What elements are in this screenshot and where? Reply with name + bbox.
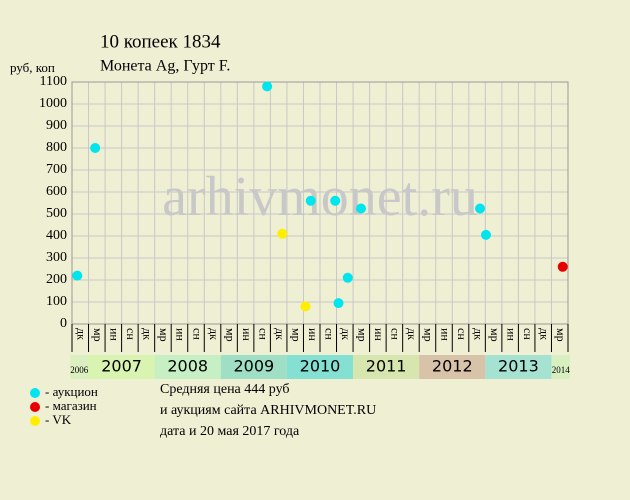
year-label: 2010 xyxy=(300,357,341,376)
year-band xyxy=(485,355,552,379)
quarter-label: мр xyxy=(91,328,105,342)
year-label: 2009 xyxy=(234,357,275,376)
quarter-label: дк xyxy=(471,328,485,340)
y-tick-label: 500 xyxy=(46,206,67,221)
data-point xyxy=(277,228,288,239)
quarter-label: сн xyxy=(389,328,403,340)
year-band xyxy=(88,355,155,379)
y-tick-label: 700 xyxy=(46,162,67,177)
quarter-label: дк xyxy=(405,328,419,340)
quarter-label: дк xyxy=(75,328,89,340)
data-point xyxy=(72,270,83,281)
legend-marker xyxy=(30,402,40,412)
watermark: arhivmonet.ru xyxy=(162,166,478,228)
quarter-label: мр xyxy=(289,328,303,342)
y-tick-label: 200 xyxy=(46,272,67,287)
quarter-label: мр xyxy=(223,328,237,342)
legend-label: - аукцион xyxy=(45,384,98,399)
data-point xyxy=(342,272,353,283)
data-point xyxy=(262,81,273,92)
data-point xyxy=(330,195,341,206)
year-label: 2007 xyxy=(101,357,142,376)
quarter-label: сн xyxy=(256,328,270,340)
quarter-label: мр xyxy=(488,328,502,342)
quarter-label: ин xyxy=(306,328,320,341)
y-tick-label: 300 xyxy=(46,250,67,265)
data-point xyxy=(300,301,311,312)
year-label: 2011 xyxy=(366,357,407,376)
year-label: 2012 xyxy=(432,357,473,376)
quarter-label: дк xyxy=(537,328,551,340)
year-band xyxy=(419,355,486,379)
y-tick-label: 1000 xyxy=(39,96,67,111)
quarter-label: мр xyxy=(554,328,568,342)
quarter-label: ин xyxy=(174,328,188,341)
chart-subtitle: Монета Ag, Гурт F. xyxy=(100,58,230,75)
year-band xyxy=(70,355,89,379)
quarter-label: сн xyxy=(521,328,535,340)
footer-line: и аукциям сайта ARHIVMONET.RU xyxy=(160,403,376,418)
legend-label: - VK xyxy=(45,412,72,427)
quarter-label: ин xyxy=(372,328,386,341)
data-point xyxy=(475,203,486,214)
quarter-label: ин xyxy=(504,328,518,341)
y-tick-label: 400 xyxy=(46,228,67,243)
footer-line: Средняя цена 444 руб xyxy=(160,382,290,397)
chart-title: 10 копеек 1834 xyxy=(100,31,221,52)
quarter-label: дк xyxy=(273,328,287,340)
y-tick-label: 900 xyxy=(46,118,67,133)
data-point xyxy=(480,229,491,240)
quarter-label: мр xyxy=(157,328,171,342)
year-label: 2013 xyxy=(498,357,539,376)
legend-label: - магазин xyxy=(45,398,97,413)
quarter-label: дк xyxy=(141,328,155,340)
quarter-label: сн xyxy=(190,328,204,340)
y-tick-label: 100 xyxy=(46,294,67,309)
quarter-label: мр xyxy=(422,328,436,342)
year-band xyxy=(286,355,354,379)
year-label: 2006 xyxy=(70,365,89,375)
footer-line: дата и 20 мая 2017 года xyxy=(160,424,300,439)
data-point xyxy=(90,143,101,153)
quarter-label: дк xyxy=(207,328,221,340)
quarter-label: сн xyxy=(455,328,469,340)
quarter-label: сн xyxy=(124,328,138,340)
year-label: 2014 xyxy=(552,365,571,375)
y-tick-label: 800 xyxy=(46,140,67,155)
quarter-label: дк xyxy=(339,328,353,340)
data-point xyxy=(305,195,316,206)
y-tick-label: 0 xyxy=(60,316,67,331)
quarter-label: ин xyxy=(108,328,122,341)
year-band xyxy=(353,355,420,379)
year-band xyxy=(154,355,221,379)
legend-marker xyxy=(30,416,40,426)
y-tick-label: 600 xyxy=(46,184,67,199)
legend-marker xyxy=(30,388,40,398)
year-label: 2008 xyxy=(167,357,208,376)
quarter-label: ин xyxy=(240,328,254,341)
year-band xyxy=(220,355,287,379)
y-axis-label: руб, коп xyxy=(10,60,55,75)
quarter-label: мр xyxy=(356,328,370,342)
year-band xyxy=(551,355,570,379)
data-point xyxy=(333,298,344,309)
y-tick-label: 1100 xyxy=(40,74,67,89)
data-point xyxy=(356,203,367,214)
data-point xyxy=(557,261,568,272)
quarter-label: ин xyxy=(438,328,452,341)
quarter-label: сн xyxy=(323,328,337,340)
